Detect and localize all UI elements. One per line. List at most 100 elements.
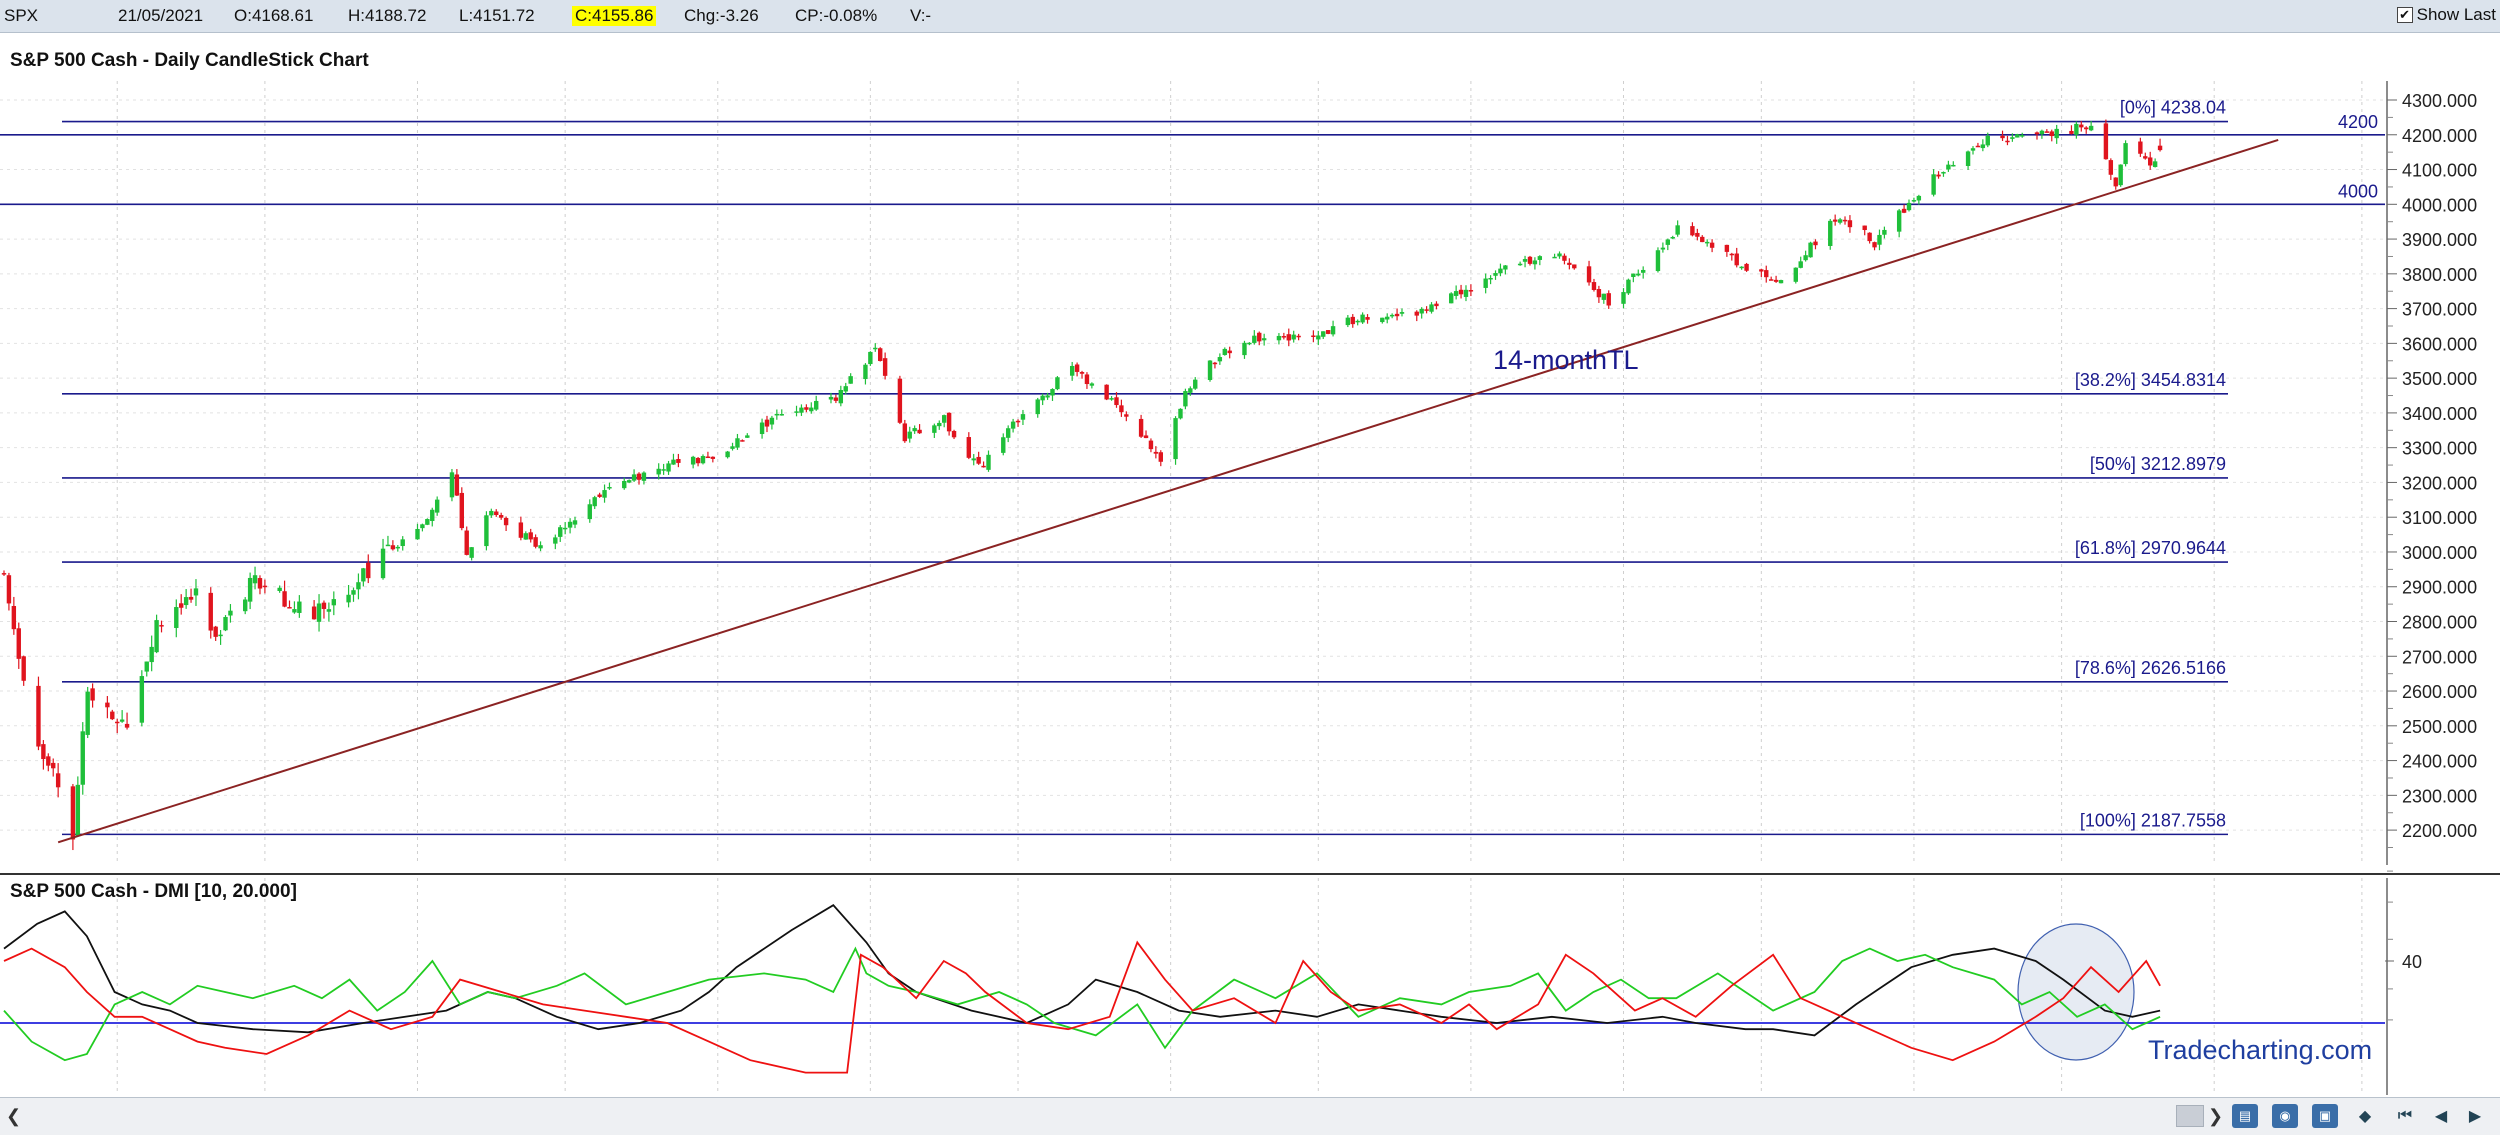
candle-body <box>2074 123 2079 135</box>
candle-body <box>124 723 130 728</box>
y-tick-label: 3700.000 <box>2402 300 2477 320</box>
candle-body <box>774 413 780 416</box>
candle-body <box>1035 399 1040 415</box>
y-tick-label: 3100.000 <box>2402 508 2477 528</box>
candle-body <box>1739 266 1744 269</box>
candle-body <box>932 425 937 433</box>
candle-body <box>1842 219 1848 222</box>
candle-body <box>1862 225 1867 231</box>
candle-body <box>1119 405 1124 413</box>
y-tick-label: 4300.000 <box>2402 91 2477 111</box>
candle-body <box>848 376 853 384</box>
watermark-text: Tradecharting.com <box>2148 1035 2372 1065</box>
scroll-left-arrow-icon[interactable]: ❮ <box>6 1106 22 1126</box>
scroll-right-arrow-icon[interactable]: ❯ <box>2208 1106 2224 1126</box>
candle-body <box>70 786 76 840</box>
candle-body <box>1586 266 1592 283</box>
candle-body <box>179 603 184 608</box>
candle-body <box>1138 418 1144 437</box>
candle-body <box>1394 313 1400 317</box>
candle-body <box>1803 255 1808 261</box>
candle-body <box>1010 421 1016 429</box>
candle-body <box>1488 277 1493 280</box>
candle-body <box>1005 428 1011 438</box>
quote-volume: V:- <box>910 6 932 25</box>
quote-high: H:4188.72 <box>348 6 427 25</box>
candle-body <box>1778 280 1784 284</box>
candle-body <box>1813 241 1818 246</box>
candle-body <box>1089 383 1095 386</box>
candle-body <box>1931 174 1936 195</box>
candle-body <box>1744 263 1749 271</box>
candle-body <box>1567 262 1572 265</box>
candle-body <box>897 378 903 423</box>
candle-body <box>1631 273 1636 277</box>
candle-body <box>814 400 819 410</box>
candle-body <box>425 519 430 525</box>
candle-body <box>149 646 154 663</box>
quote-change-pct: CP:-0.08% <box>795 6 878 25</box>
price-axis: 4300.000 4200.000 4100.000 4000.000 3900.000… <box>2386 81 2477 865</box>
go-first-icon[interactable]: ⏮ <box>2397 1107 2413 1124</box>
y-tick-label: 2300.000 <box>2402 786 2477 806</box>
chart-settings-icon[interactable]: ▤ <box>2232 1104 2258 1128</box>
candle-body <box>1867 232 1872 242</box>
candle-body <box>2079 124 2084 128</box>
candle-body <box>656 468 661 475</box>
symbol-text: SPX <box>4 6 39 25</box>
fib-level-label: [100%] 2187.7558 <box>2080 810 2226 830</box>
candle-body <box>1321 331 1326 337</box>
candle-body <box>208 592 213 631</box>
candle-body <box>1606 293 1611 306</box>
candle-body <box>1414 311 1419 316</box>
candle-body <box>1257 332 1262 342</box>
candle-body <box>459 492 464 529</box>
candle-body <box>11 606 17 630</box>
candle-body <box>1463 289 1469 297</box>
candle-body <box>730 446 735 449</box>
candle-body <box>277 587 282 591</box>
candle-body <box>966 437 972 458</box>
quote-toolbar: SPX 21/05/2021 O:4168.61 H:4188.72 L:415… <box>0 0 2500 33</box>
candle-body <box>1828 220 1833 246</box>
candle-body <box>1350 316 1355 325</box>
candle-body <box>2108 160 2114 175</box>
candle-body <box>2049 131 2054 137</box>
candle-body <box>838 389 844 404</box>
highlight-circle <box>2017 923 2135 1061</box>
y-tick-label: 2200.000 <box>2402 821 2477 841</box>
candle-body <box>1311 335 1316 337</box>
zoom-icon[interactable]: ◉ <box>2272 1104 2298 1128</box>
candle-body <box>326 609 332 612</box>
stock-chart[interactable]: [0%] 4238.04 [38.2%] 3454.8314 [50%] 3212.… <box>0 33 2500 1097</box>
candle-body <box>1709 242 1715 248</box>
candle-body <box>1572 264 1577 269</box>
previous-icon[interactable]: ◀ <box>2434 1108 2448 1125</box>
candle-body <box>1069 365 1075 376</box>
dmi-grid: 40 <box>116 870 2422 1095</box>
scrollbar-thumb[interactable] <box>2176 1105 2204 1127</box>
show-last-checkbox[interactable]: ✔ <box>2396 7 2413 23</box>
fit-width-icon[interactable]: ◆ <box>2358 1108 2372 1125</box>
candle-body <box>380 548 386 579</box>
candle-body <box>1449 293 1454 304</box>
candle-body <box>154 620 159 653</box>
candle-body <box>695 457 701 464</box>
candle-body <box>494 511 499 516</box>
candle-body <box>243 599 248 612</box>
show-last-label: Show Last <box>2416 5 2496 24</box>
candle-body <box>395 546 400 549</box>
candle-body <box>1247 342 1252 345</box>
save-icon[interactable]: ▣ <box>2312 1104 2338 1128</box>
candle-body <box>1793 267 1798 282</box>
candle-body <box>1109 398 1114 400</box>
candle-body <box>1385 316 1390 320</box>
next-icon[interactable]: ▶ <box>2468 1108 2482 1125</box>
show-last-toggle[interactable]: ✔ Show Last <box>2396 5 2496 25</box>
candle-body <box>1734 253 1739 266</box>
candle-body <box>902 423 908 442</box>
candle-body <box>868 351 873 365</box>
candle-body <box>2010 137 2015 139</box>
candle-body <box>228 610 233 616</box>
candle-body <box>1832 219 1838 222</box>
